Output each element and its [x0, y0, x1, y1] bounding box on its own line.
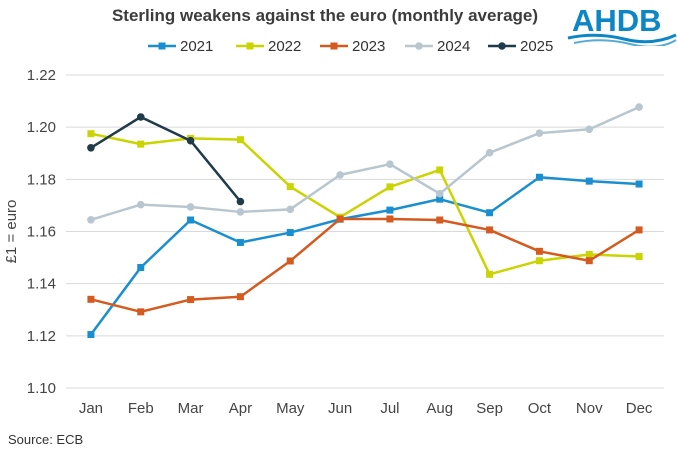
legend-label-2024: 2024 — [437, 38, 470, 55]
x-tick-label: Aug — [426, 400, 453, 417]
data-point-2022 — [286, 183, 294, 191]
x-tick-label: Mar — [178, 400, 204, 417]
data-point-2021 — [436, 195, 444, 203]
data-point-2025 — [236, 197, 245, 206]
data-point-2023 — [87, 295, 95, 303]
legend-label-2022: 2022 — [268, 38, 301, 55]
data-point-2021 — [236, 238, 244, 246]
data-point-2023 — [585, 257, 593, 265]
data-point-2021 — [386, 206, 394, 214]
x-tick-label: Nov — [576, 400, 603, 417]
data-point-2021 — [137, 263, 145, 271]
x-tick-label: Apr — [229, 400, 252, 417]
data-point-2023 — [336, 215, 344, 223]
y-axis-label: £1 = euro — [3, 200, 20, 264]
data-point-2024 — [236, 208, 245, 216]
data-point-2025 — [87, 143, 95, 152]
x-tick-label: Jan — [79, 400, 103, 417]
data-point-2023 — [635, 226, 643, 234]
data-point-2024 — [435, 189, 444, 198]
x-tick-label: Dec — [626, 400, 653, 417]
data-point-2024 — [87, 215, 95, 224]
data-point-2024 — [635, 103, 643, 111]
data-point-2023 — [236, 293, 244, 301]
data-point-2021 — [535, 173, 543, 181]
data-point-2023 — [436, 216, 444, 224]
data-point-2023 — [386, 215, 394, 223]
data-point-2021 — [187, 216, 195, 224]
data-point-2024 — [286, 205, 295, 214]
data-point-2024 — [186, 203, 195, 211]
x-tick-label: Oct — [528, 400, 552, 417]
legend-marker-2023 — [330, 42, 338, 50]
data-point-2023 — [486, 226, 494, 234]
data-point-2021 — [87, 331, 95, 339]
ahdb-logo: AHDB — [567, 3, 677, 46]
x-tick-label: Sep — [476, 400, 503, 417]
data-point-2021 — [585, 177, 593, 185]
legend-marker-2021 — [158, 42, 166, 50]
data-point-2022 — [535, 257, 543, 265]
data-point-2025 — [186, 136, 195, 145]
data-point-2022 — [87, 130, 95, 138]
data-point-2022 — [386, 183, 394, 191]
y-tick-label: 1.20 — [27, 119, 56, 136]
x-tick-label: Jul — [380, 400, 399, 417]
series-line-2024 — [90, 105, 640, 221]
series-line-2025 — [90, 115, 242, 203]
legend-marker-2022 — [246, 42, 254, 50]
data-point-2024 — [336, 171, 344, 179]
data-point-2022 — [436, 166, 444, 174]
data-point-2023 — [137, 308, 145, 316]
data-point-2022 — [486, 270, 494, 278]
data-point-2024 — [585, 125, 594, 134]
y-tick-label: 1.16 — [27, 224, 56, 241]
logo-wave-2 — [573, 39, 677, 46]
x-tick-label: May — [276, 400, 305, 417]
data-point-2024 — [485, 148, 494, 157]
data-point-2025 — [136, 113, 145, 121]
data-point-2023 — [286, 257, 294, 265]
legend-marker-2024 — [415, 42, 423, 50]
data-point-2021 — [635, 180, 643, 188]
data-point-2022 — [585, 250, 593, 258]
data-point-2023 — [535, 247, 543, 255]
data-point-2024 — [136, 200, 145, 209]
legend-label-2025: 2025 — [520, 38, 553, 55]
y-tick-label: 1.10 — [27, 380, 56, 397]
source-note: Source: ECB — [8, 432, 84, 447]
data-point-2024 — [386, 160, 394, 169]
y-tick-label: 1.18 — [27, 171, 56, 188]
series-line-2021 — [89, 175, 640, 336]
data-point-2024 — [535, 129, 544, 137]
data-point-2022 — [236, 136, 244, 144]
data-point-2021 — [486, 209, 494, 217]
data-point-2023 — [187, 296, 195, 304]
data-point-2021 — [286, 229, 294, 237]
logo-wave — [567, 33, 677, 44]
legend-label-2023: 2023 — [352, 38, 385, 55]
chart-title: Sterling weakens against the euro (month… — [111, 6, 539, 25]
series-line-2022 — [90, 132, 640, 276]
y-tick-label: 1.14 — [27, 276, 56, 293]
data-point-2022 — [635, 253, 643, 261]
data-point-2022 — [137, 140, 145, 148]
y-tick-label: 1.22 — [27, 67, 56, 84]
logo-text: AHDB — [572, 3, 662, 38]
legend-marker-2025 — [498, 42, 506, 50]
y-tick-label: 1.12 — [27, 328, 56, 345]
series-line-2023 — [90, 217, 640, 314]
x-tick-label: Feb — [128, 400, 154, 417]
legend-label-2021: 2021 — [180, 38, 213, 55]
x-tick-label: Jun — [328, 400, 352, 417]
